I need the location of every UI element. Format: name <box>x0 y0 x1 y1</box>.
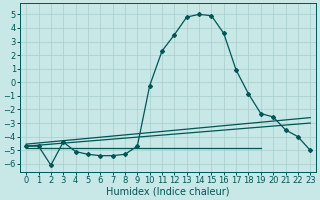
X-axis label: Humidex (Indice chaleur): Humidex (Indice chaleur) <box>107 187 230 197</box>
